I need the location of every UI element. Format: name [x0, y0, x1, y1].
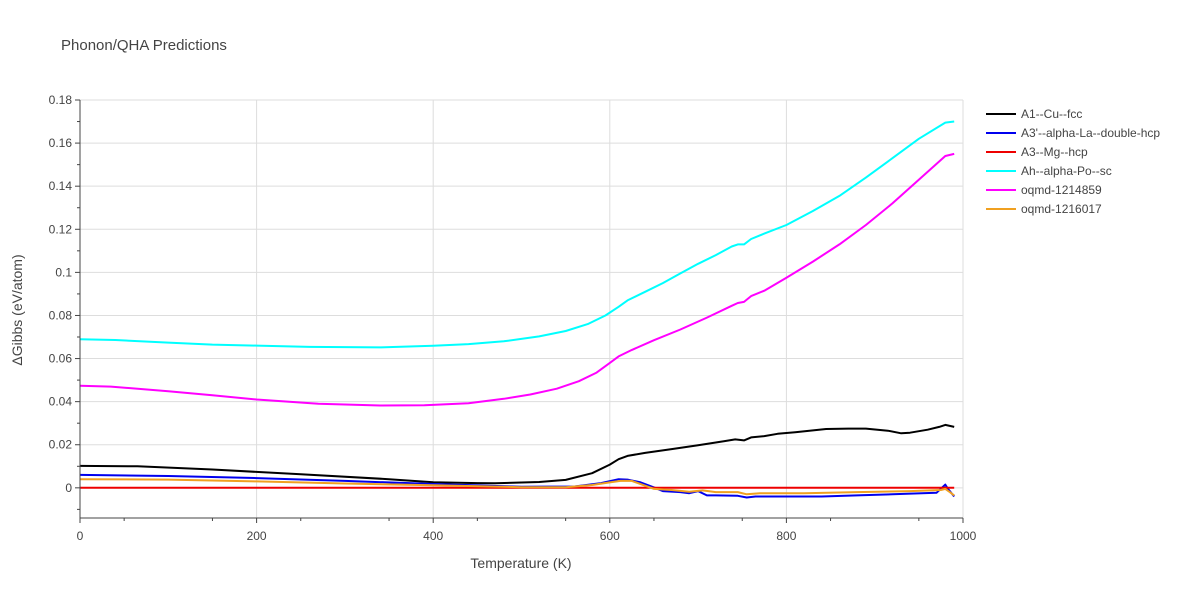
series-line-3	[79, 120, 955, 349]
y-tick-label: 0.08	[49, 308, 73, 322]
x-tick-label: 600	[600, 529, 620, 543]
y-axis-label: ΔGibbs (eV/atom)	[9, 254, 25, 365]
legend-item-1[interactable]: A3'--alpha-La--double-hcp	[986, 126, 1160, 140]
x-tick-label: 800	[776, 529, 796, 543]
x-axis-ticks: 0 200 400 600 800 1000	[77, 518, 977, 543]
y-tick-label: 0.06	[49, 352, 73, 366]
legend-label: A1--Cu--fcc	[1021, 107, 1082, 121]
y-tick-label: 0.12	[49, 222, 73, 236]
legend-label: A3'--alpha-La--double-hcp	[1021, 126, 1160, 140]
legend-label: Ah--alpha-Po--sc	[1021, 164, 1112, 178]
series-lines	[79, 120, 955, 499]
axes	[79, 100, 963, 519]
series-line-4	[79, 152, 955, 407]
legend-item-0[interactable]: A1--Cu--fcc	[986, 107, 1082, 121]
y-tick-label: 0.02	[49, 438, 73, 452]
x-axis-label: Temperature (K)	[470, 555, 571, 571]
x-tick-label: 0	[77, 529, 84, 543]
legend-item-4[interactable]: oqmd-1214859	[986, 183, 1102, 197]
y-tick-label: 0.14	[49, 179, 73, 193]
x-tick-label: 400	[423, 529, 443, 543]
y-axis-ticks: 0 0.02 0.04 0.06 0.08 0.1 0.12 0.14 0.16 0.18	[49, 93, 80, 510]
y-tick-label: 0	[65, 481, 72, 495]
legend[interactable]: A1--Cu--fcc A3'--alpha-La--double-hcp A3--…	[986, 107, 1160, 216]
grid-lines	[80, 99, 964, 518]
y-tick-label: 0.16	[49, 136, 73, 150]
legend-item-5[interactable]: oqmd-1216017	[986, 202, 1102, 216]
y-tick-label: 0.1	[55, 265, 72, 279]
legend-item-3[interactable]: Ah--alpha-Po--sc	[986, 164, 1112, 178]
legend-label: oqmd-1214859	[1021, 183, 1102, 197]
series-line-0	[79, 423, 955, 485]
chart-title: Phonon/QHA Predictions	[61, 37, 227, 54]
x-tick-label: 1000	[950, 529, 977, 543]
legend-label: oqmd-1216017	[1021, 202, 1102, 216]
legend-label: A3--Mg--hcp	[1021, 145, 1088, 159]
legend-item-2[interactable]: A3--Mg--hcp	[986, 145, 1088, 159]
series-line-5	[79, 478, 955, 497]
y-tick-label: 0.04	[49, 395, 73, 409]
x-tick-label: 200	[247, 529, 267, 543]
y-tick-label: 0.18	[49, 93, 73, 107]
